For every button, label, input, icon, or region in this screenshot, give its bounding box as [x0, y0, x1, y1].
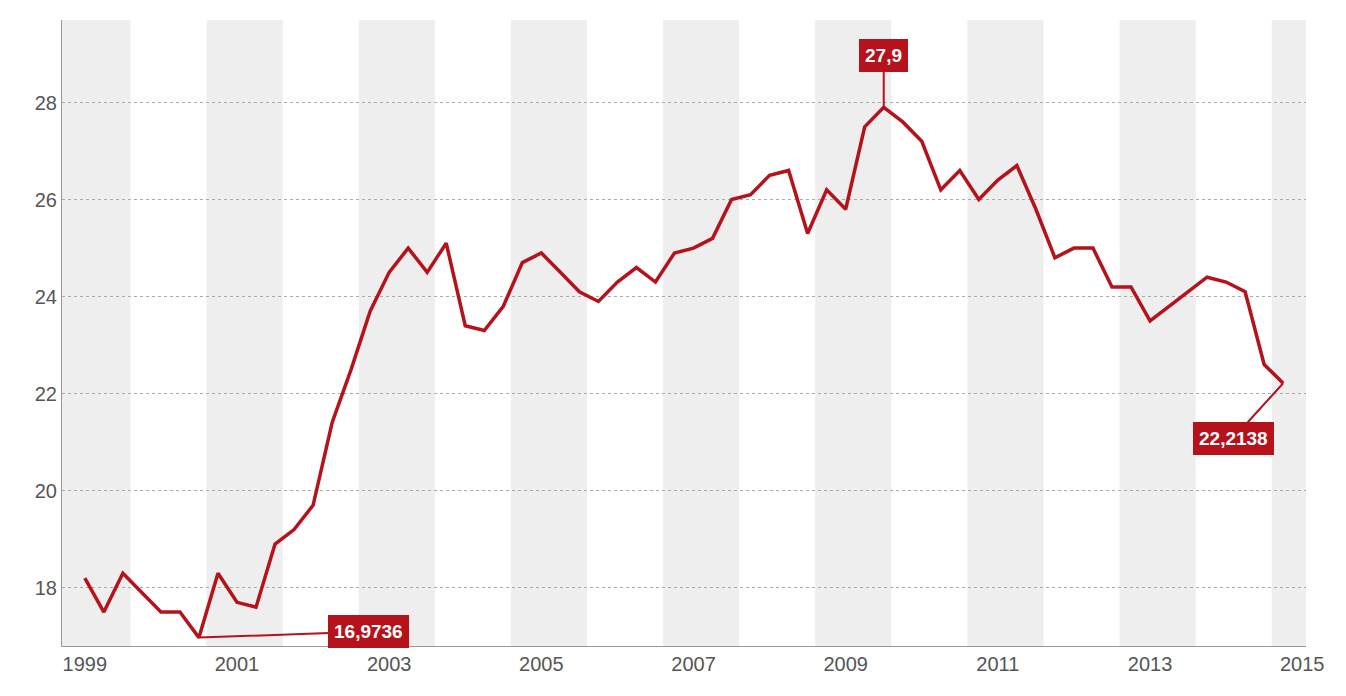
svg-text:2001: 2001	[215, 653, 260, 675]
svg-text:2013: 2013	[1128, 653, 1173, 675]
svg-text:22,2138: 22,2138	[1199, 428, 1268, 449]
svg-text:2005: 2005	[519, 653, 564, 675]
svg-text:1999: 1999	[63, 653, 108, 675]
svg-text:28: 28	[35, 92, 57, 114]
svg-text:26: 26	[35, 189, 57, 211]
svg-text:22: 22	[35, 383, 57, 405]
svg-text:2009: 2009	[823, 653, 868, 675]
svg-text:20: 20	[35, 480, 57, 502]
svg-text:16,9736: 16,9736	[334, 621, 403, 642]
svg-text:2011: 2011	[976, 653, 1019, 675]
svg-text:2003: 2003	[367, 653, 412, 675]
svg-text:24: 24	[35, 286, 57, 308]
svg-text:2007: 2007	[671, 653, 716, 675]
svg-text:18: 18	[35, 577, 57, 599]
svg-text:2015: 2015	[1280, 653, 1325, 675]
svg-text:27,9: 27,9	[865, 45, 902, 66]
